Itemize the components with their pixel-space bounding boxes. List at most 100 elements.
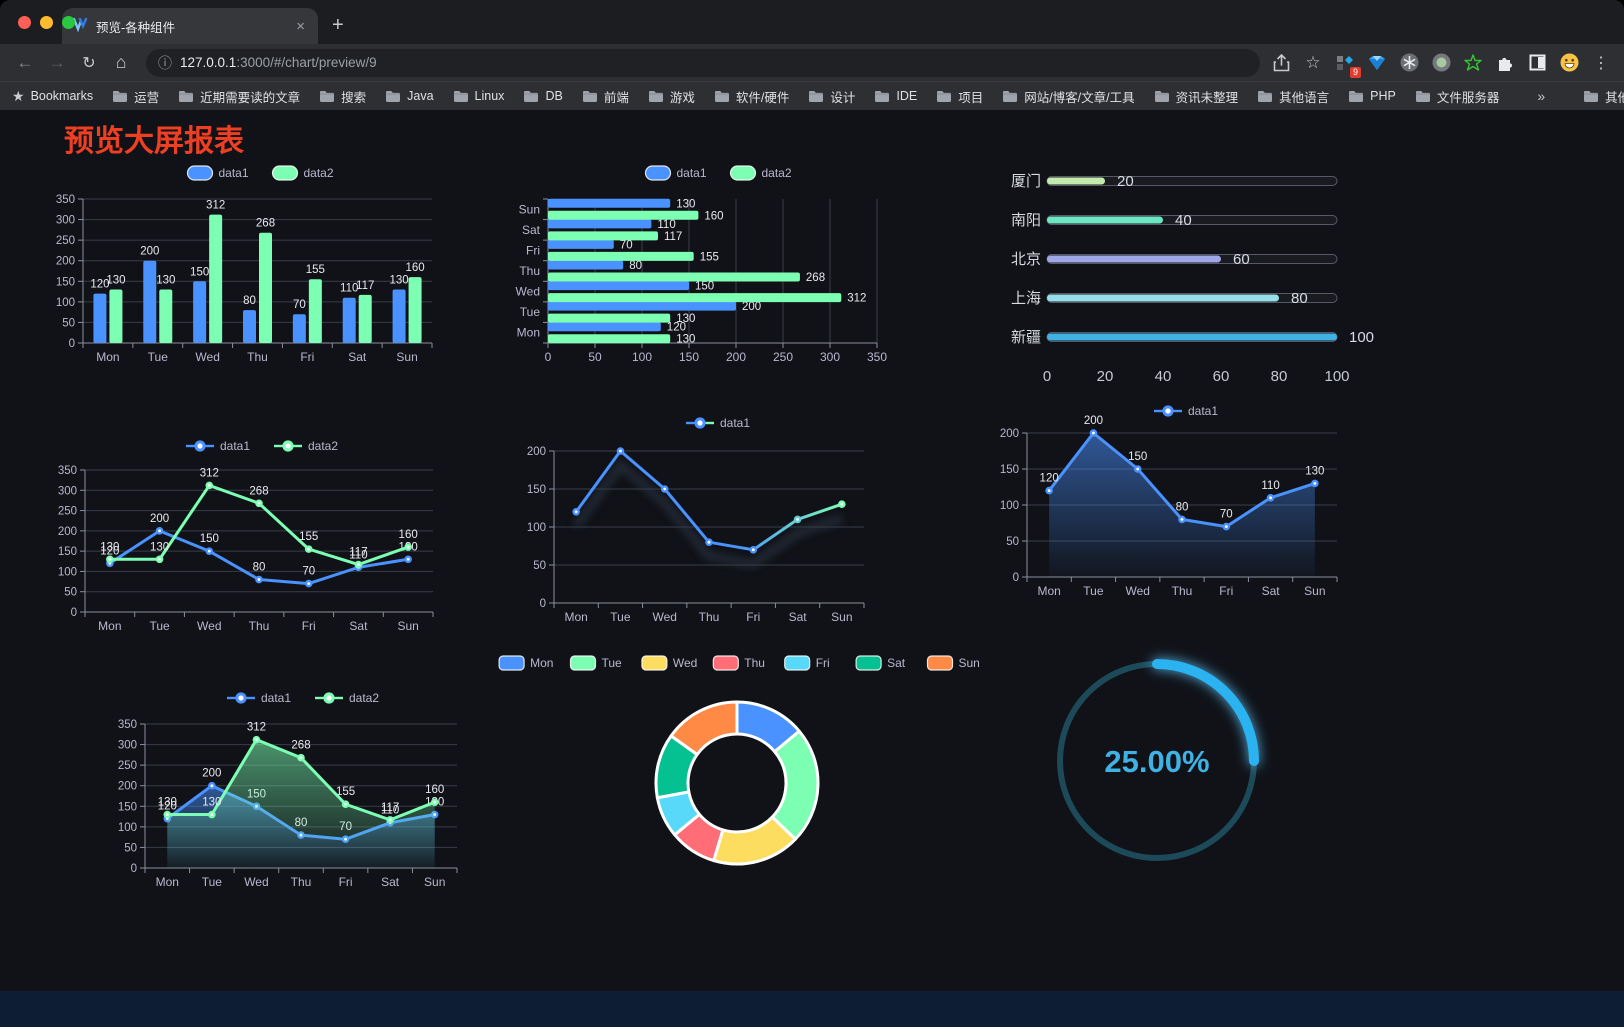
chart-bar-horizontal[interactable]: data1 data2 0 50 100 150 200 250 300 350 Mon Tue Wed… — [508, 157, 893, 375]
svg-text:Tue: Tue — [602, 656, 623, 670]
tab-close-icon[interactable]: × — [296, 17, 305, 35]
browser-tab-active[interactable]: 预览-各种组件 × — [62, 8, 318, 44]
chart-area-two-series[interactable]: data1 data2 0 50 100 150 200 250 300 350 Mon Tue Wed… — [103, 682, 467, 900]
svg-text:100: 100 — [56, 297, 75, 309]
svg-text:200: 200 — [726, 350, 746, 364]
back-button[interactable]: ← — [16, 52, 34, 72]
svg-text:data1: data1 — [220, 439, 250, 453]
bookmark-folder[interactable]: 搜索 — [319, 87, 366, 106]
svg-text:350: 350 — [867, 350, 887, 364]
bookmark-folder[interactable]: 游戏 — [648, 87, 695, 106]
chart-bar-grouped[interactable]: data1 data2 0 50 100 150 200 250 300 350 Mon Tue Wed… — [45, 157, 440, 375]
svg-text:Fri: Fri — [526, 243, 540, 257]
svg-text:Sun: Sun — [396, 350, 417, 364]
bookmarks-manager[interactable]: ★ Bookmarks — [12, 88, 93, 105]
bookmark-folder[interactable]: 项目 — [936, 87, 983, 106]
bookmark-folder[interactable]: DB — [523, 89, 563, 103]
address-bar[interactable]: ⓘ 127.0.0.1:3000/#/chart/preview/9 — [146, 48, 1260, 77]
svg-text:40: 40 — [1175, 212, 1192, 229]
extension-record-icon[interactable] — [1430, 52, 1452, 74]
home-button[interactable]: ⌂ — [115, 52, 127, 72]
area-two-series-svg: data1 data2 0 50 100 150 200 250 300 350 Mon Tue Wed… — [118, 691, 458, 889]
toolbar-icons: ☆ 9 — [1270, 52, 1614, 78]
svg-text:50: 50 — [64, 587, 77, 599]
svg-text:150: 150 — [1128, 451, 1147, 463]
svg-text:data1: data1 — [677, 166, 707, 180]
bookmark-folder[interactable]: 文件服务器 — [1415, 87, 1499, 106]
svg-text:data2: data2 — [762, 166, 792, 180]
svg-text:160: 160 — [704, 210, 723, 222]
extension-halfsquare-icon[interactable] — [1526, 52, 1548, 74]
svg-text:Tue: Tue — [520, 305, 541, 319]
bookmark-folder[interactable]: 软件/硬件 — [714, 87, 789, 106]
svg-text:312: 312 — [847, 293, 866, 305]
extension-emoji-icon[interactable] — [1558, 52, 1580, 74]
window-close-button[interactable] — [18, 16, 31, 29]
bookmark-folder[interactable]: 其他语言 — [1257, 87, 1329, 106]
bookmark-folder[interactable]: 近期需要读的文章 — [178, 87, 300, 106]
share-icon[interactable] — [1270, 52, 1292, 74]
svg-text:268: 268 — [249, 485, 268, 497]
svg-text:Fri: Fri — [1219, 584, 1233, 598]
svg-text:北京: 北京 — [1011, 251, 1041, 268]
new-tab-button[interactable]: + — [332, 14, 344, 36]
svg-text:312: 312 — [200, 467, 219, 479]
site-info-icon[interactable]: ⓘ — [158, 54, 172, 71]
extension-tabs-icon[interactable]: 9 — [1334, 52, 1361, 78]
bookmark-folder[interactable]: PHP — [1348, 89, 1396, 103]
window-zoom-button[interactable] — [62, 16, 75, 29]
svg-text:Tue: Tue — [149, 619, 170, 633]
legend: Mon Tue Wed Thu Fri Sat Sun — [498, 655, 980, 671]
bookmark-folder[interactable]: Linux — [453, 89, 504, 103]
svg-text:80: 80 — [1176, 501, 1189, 513]
svg-text:110: 110 — [349, 549, 367, 561]
chart-line-two-series[interactable]: data1 data2 0 50 100 150 200 250 300 350 Mon Tue Wed… — [45, 430, 443, 642]
window-minimize-button[interactable] — [40, 16, 53, 29]
bookmark-folder[interactable]: 网站/博客/文章/工具 — [1002, 87, 1135, 106]
series-data1: 120 200 150 80 70 110 130 — [1040, 415, 1324, 577]
svg-text:Wed: Wed — [652, 610, 676, 624]
bookmark-folder[interactable]: 资讯未整理 — [1154, 87, 1238, 106]
other-bookmarks-folder[interactable]: 其他书签 — [1583, 87, 1624, 106]
svg-text:120: 120 — [1040, 473, 1059, 485]
svg-text:200: 200 — [56, 256, 75, 268]
svg-text:Mon: Mon — [530, 656, 553, 670]
svg-text:155: 155 — [306, 264, 325, 276]
svg-text:130: 130 — [158, 797, 177, 809]
svg-text:110: 110 — [381, 805, 399, 817]
bookmark-folder[interactable]: IDE — [874, 89, 917, 103]
menu-kebab-icon[interactable]: ⋮ — [1593, 54, 1609, 72]
svg-text:80: 80 — [243, 295, 256, 307]
svg-text:130: 130 — [100, 541, 119, 553]
chart-donut-pie[interactable]: Mon Tue Wed Thu Fri Sat Sun — [498, 647, 980, 889]
reload-button[interactable]: ↻ — [82, 54, 96, 72]
chart-area-single[interactable]: data1 0 50 100 150 200 Mon Tue Wed Thu Fri Sat Sun 12… — [985, 395, 1351, 607]
forward-button[interactable]: → — [48, 52, 66, 72]
extension-star-icon[interactable] — [1462, 52, 1484, 74]
svg-text:40: 40 — [1155, 368, 1172, 385]
vue-devtools-icon[interactable] — [1366, 52, 1388, 74]
svg-text:155: 155 — [299, 531, 318, 543]
bookmark-folder[interactable]: 运营 — [112, 87, 159, 106]
svg-text:150: 150 — [695, 281, 714, 293]
extensions-puzzle-icon[interactable] — [1494, 52, 1516, 74]
svg-text:70: 70 — [1220, 509, 1233, 521]
bookmark-star-icon[interactable]: ☆ — [1305, 52, 1321, 72]
svg-text:Sun: Sun — [519, 202, 540, 216]
bookmark-folder[interactable]: 设计 — [808, 87, 855, 106]
chart-line-gradient[interactable]: data1 0 50 100 150 200 Mon Tue Wed Thu Fri Sat Sun — [508, 407, 892, 635]
svg-text:Fri: Fri — [339, 875, 353, 889]
chart-circular-progress[interactable]: 25.00% — [1040, 647, 1276, 883]
svg-text:100: 100 — [632, 350, 652, 364]
chart-progress-bars[interactable]: 厦门 20 南阳 40 北京 60 上海 80 新疆 100 0 20 40 60 80 100 — [995, 162, 1375, 400]
bookmarks-star-icon: ★ — [12, 87, 25, 104]
svg-text:Mon: Mon — [564, 610, 587, 624]
extension-snowflake-icon[interactable] — [1398, 52, 1420, 74]
bookmark-folder[interactable]: Java — [385, 89, 434, 103]
svg-text:268: 268 — [256, 218, 275, 230]
bookmark-folder[interactable]: 前端 — [582, 87, 629, 106]
browser-toolbar: ← → ↻ ⌂ ⓘ 127.0.0.1:3000/#/chart/preview… — [0, 44, 1624, 81]
svg-text:200: 200 — [1084, 415, 1103, 427]
bookmarks-overflow-chevron[interactable]: » — [1537, 88, 1546, 104]
